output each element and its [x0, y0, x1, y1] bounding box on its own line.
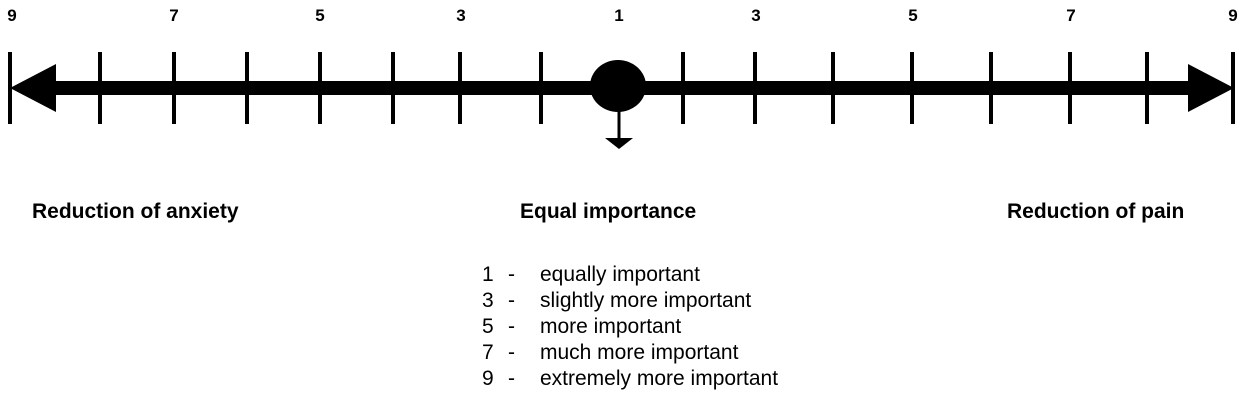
tick-label: 3	[751, 6, 761, 25]
tick-marks	[8, 52, 1235, 124]
center-label: Equal importance	[520, 200, 697, 223]
tick-label: 9	[1228, 6, 1238, 25]
tick-label: 5	[908, 6, 918, 25]
left-label: Reduction of anxiety	[32, 200, 239, 223]
right-arrowhead	[1188, 64, 1234, 112]
tick-label: 9	[7, 6, 17, 25]
left-arrowhead	[10, 64, 56, 112]
center-marker	[590, 60, 646, 112]
right-label: Reduction of pain	[1007, 200, 1185, 223]
tick-label: 1	[614, 6, 624, 25]
legend: 1- equally important 3- slightly more impo…	[482, 262, 778, 392]
legend-item: 3- slightly more important	[482, 289, 752, 312]
tick-label: 3	[456, 6, 466, 25]
legend-item: 1- equally important	[482, 263, 700, 286]
tick-label: 7	[169, 6, 179, 25]
legend-item: 7- much more important	[482, 341, 739, 364]
tick-label: 7	[1066, 6, 1076, 25]
down-arrow-icon	[605, 138, 633, 149]
legend-item: 9- extremely more important	[482, 367, 779, 390]
legend-item: 5- more important	[482, 315, 682, 338]
tick-label: 5	[315, 6, 325, 25]
